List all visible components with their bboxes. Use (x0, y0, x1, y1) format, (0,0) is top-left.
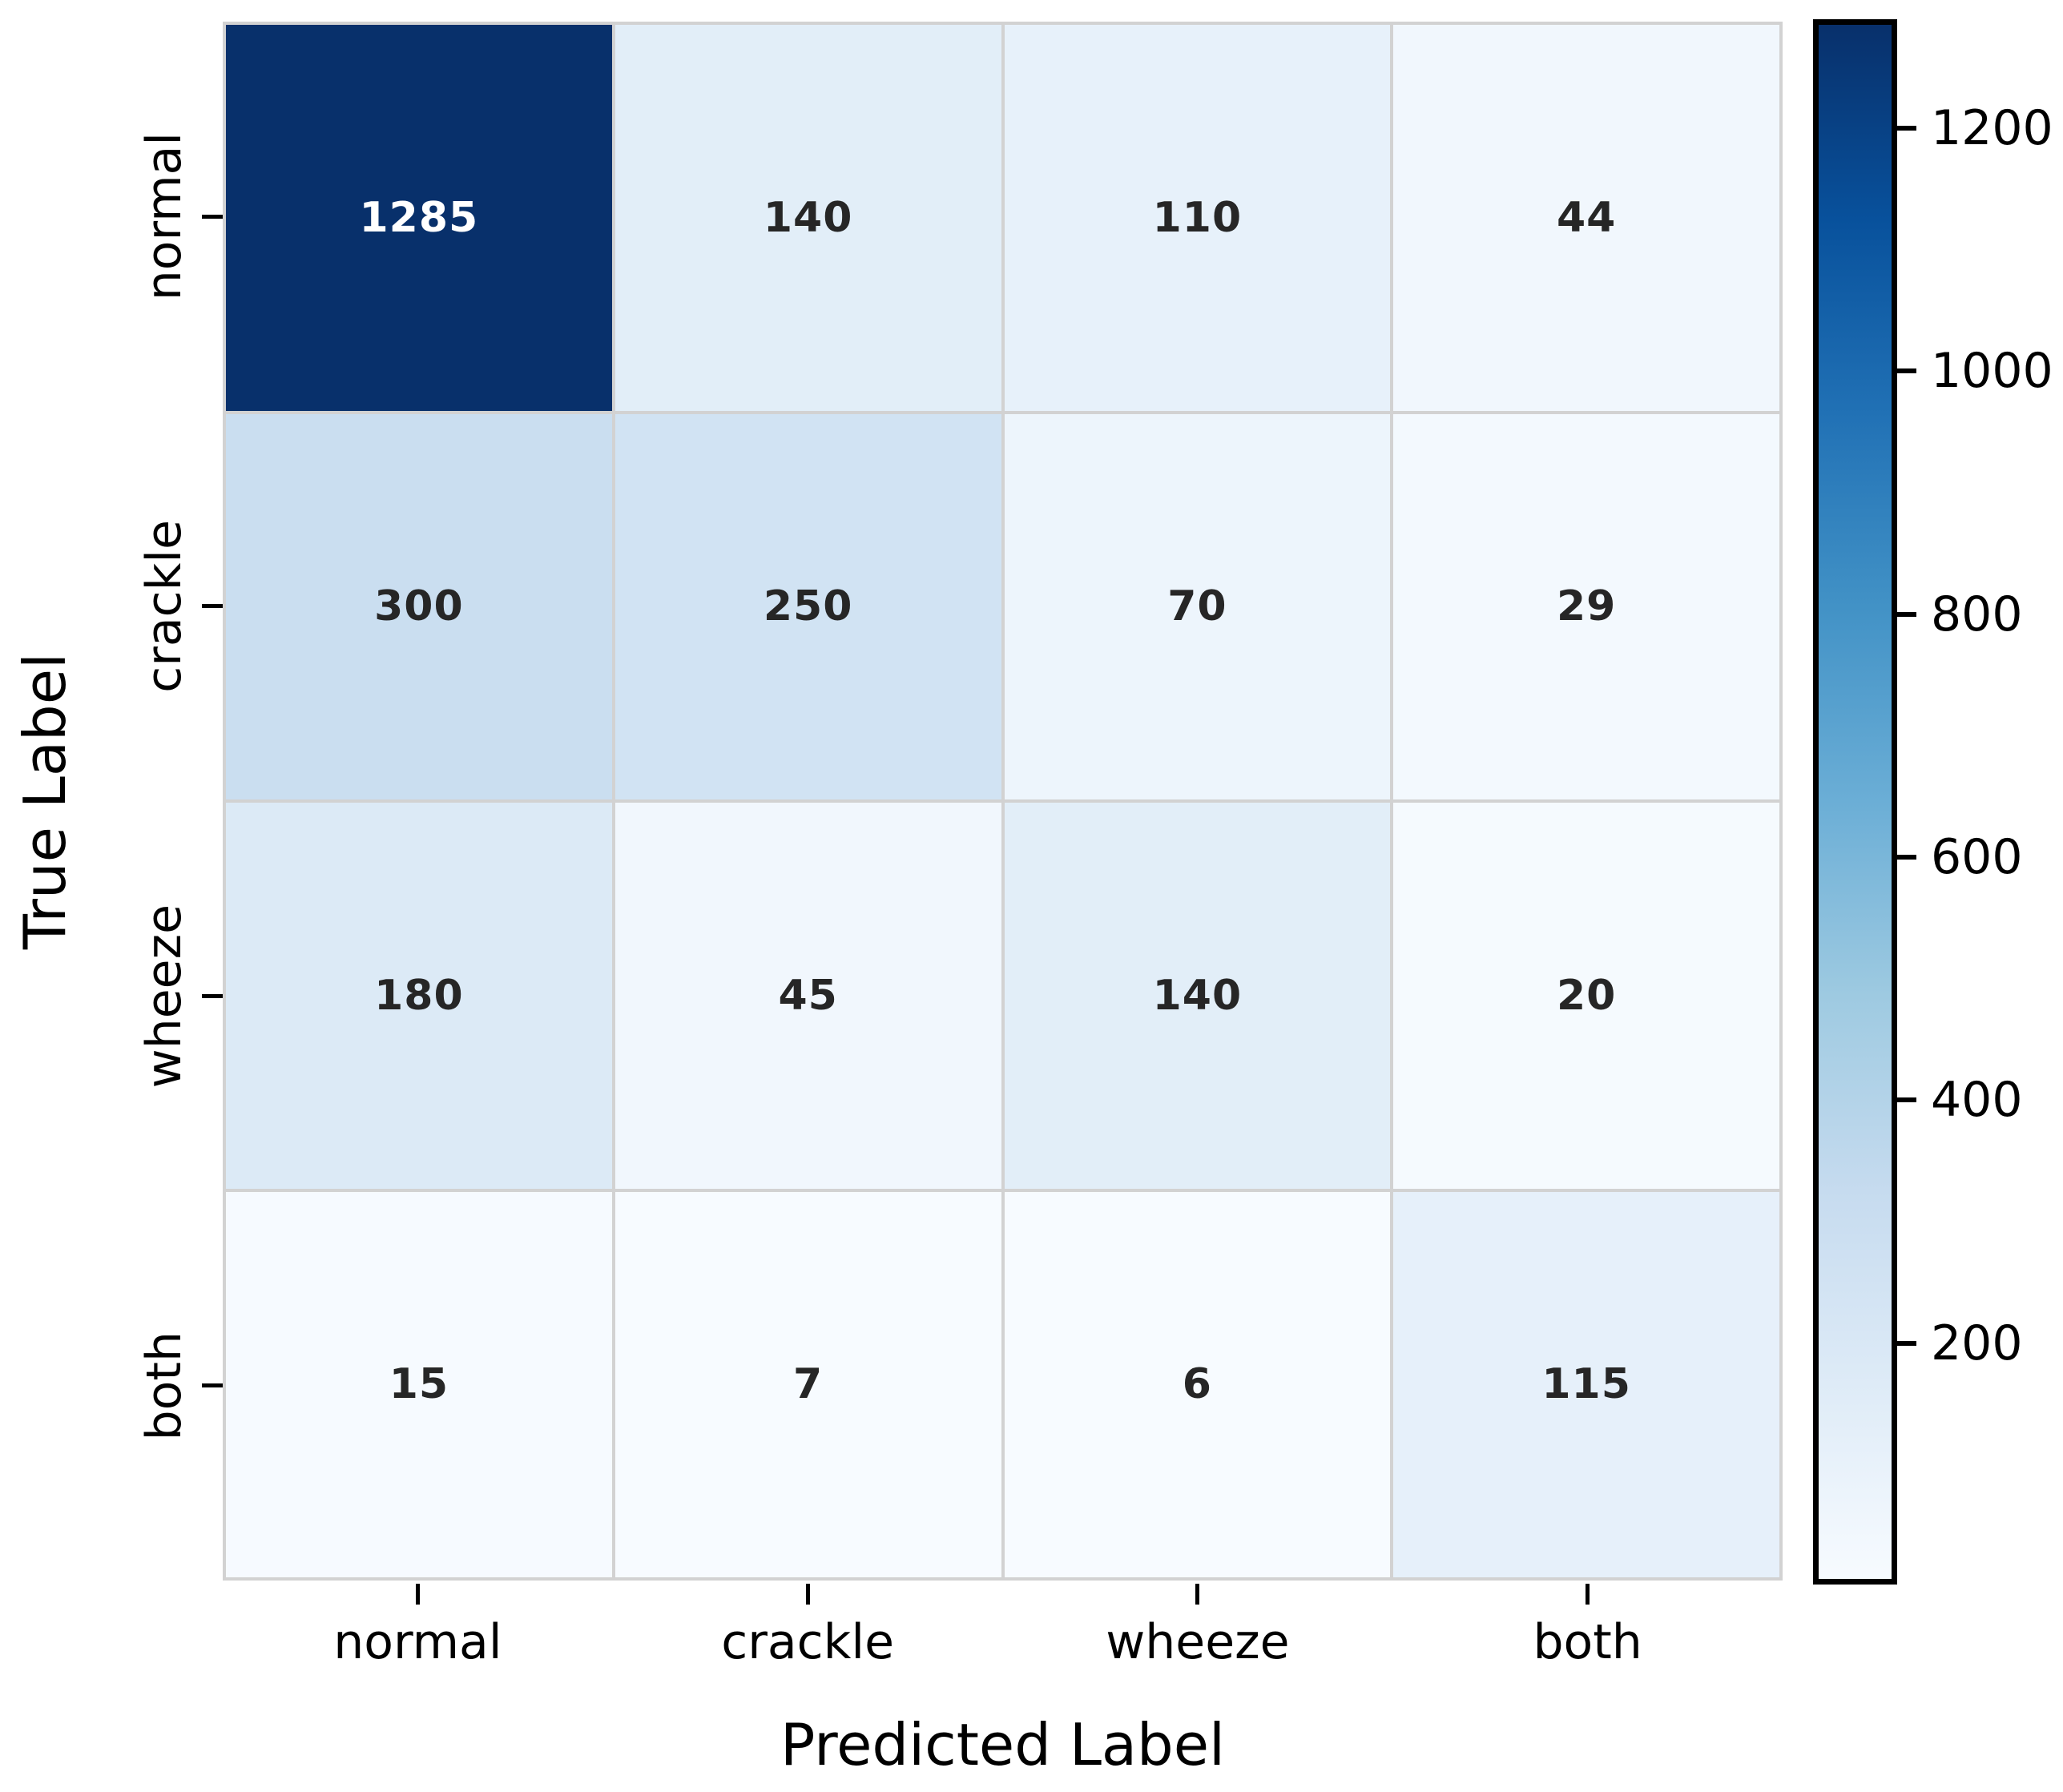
cell-value: 44 (1556, 193, 1617, 242)
heatmap-cell-crackle-both: 29 (1393, 413, 1779, 799)
cell-value: 140 (1152, 971, 1243, 1020)
x-axis-title-wrap: Predicted Label (223, 1711, 1783, 1778)
y-tick-normal: normal (0, 22, 223, 412)
heatmap-cell-normal-wheeze: 110 (1004, 25, 1391, 411)
heatmap-cell-crackle-wheeze: 70 (1004, 413, 1391, 799)
heatmap-cell-normal-crackle: 140 (614, 25, 1001, 411)
heatmap-cell-both-normal: 15 (226, 1191, 612, 1577)
y-tick-both: both (0, 1191, 223, 1581)
heatmap-grid: 1285 140 110 44 300 250 70 29 180 45 140 20 15 7 6 115 (223, 22, 1783, 1581)
colorbar-tick-label: 600 (1931, 829, 2023, 885)
colorbar-tick-label: 1200 (1931, 99, 2053, 156)
cell-value: 15 (389, 1360, 449, 1409)
y-tick-label: crackle (136, 519, 192, 693)
y-tick-label: wheeze (136, 904, 192, 1088)
x-tick-mark (805, 1584, 810, 1605)
y-tick-mark (202, 214, 223, 219)
heatmap-cell-both-both: 115 (1393, 1191, 1779, 1577)
colorbar-tick-label: 800 (1931, 586, 2023, 642)
cell-value: 20 (1556, 971, 1617, 1020)
colorbar-tick-mark (1897, 611, 1916, 617)
cell-value: 250 (763, 582, 853, 631)
heatmap-cell-normal-normal: 1285 (226, 25, 612, 411)
cell-value: 115 (1541, 1360, 1631, 1409)
colorbar-tick-mark (1897, 1097, 1916, 1103)
x-tick-mark (1195, 1584, 1200, 1605)
y-tick-crackle: crackle (0, 412, 223, 802)
x-tick-both: both (1392, 1584, 1783, 1669)
heatmap-cell-both-wheeze: 6 (1004, 1191, 1391, 1577)
heatmap-cell-crackle-normal: 300 (226, 413, 612, 799)
colorbar (1813, 19, 1897, 1585)
colorbar-tick-label: 400 (1931, 1072, 2023, 1129)
x-tick-label: crackle (721, 1614, 894, 1670)
cell-value: 70 (1167, 582, 1227, 631)
x-tick-crackle: crackle (613, 1584, 1003, 1669)
x-tick-mark (415, 1584, 420, 1605)
x-tick-label: normal (333, 1614, 502, 1670)
x-tick-mark (1586, 1584, 1590, 1605)
y-tick-mark (202, 604, 223, 609)
y-tick-label: normal (136, 132, 192, 301)
x-axis-title: Predicted Label (780, 1711, 1226, 1778)
x-axis-ticks: normal crackle wheeze both (223, 1584, 1783, 1669)
heatmap-cell-wheeze-both: 20 (1393, 803, 1779, 1189)
cell-value: 180 (374, 971, 464, 1020)
cell-value: 140 (763, 193, 853, 242)
cell-value: 1285 (359, 193, 479, 242)
heatmap-cell-normal-both: 44 (1393, 25, 1779, 411)
y-axis-ticks: normal crackle wheeze both (0, 22, 223, 1581)
x-tick-normal: normal (223, 1584, 613, 1669)
cell-value: 29 (1556, 582, 1617, 631)
heatmap-cell-crackle-crackle: 250 (614, 413, 1001, 799)
colorbar-tick-mark (1897, 1340, 1916, 1346)
heatmap-cell-wheeze-normal: 180 (226, 803, 612, 1189)
heatmap-cell-wheeze-crackle: 45 (614, 803, 1001, 1189)
cell-value: 300 (374, 582, 464, 631)
heatmap-cell-wheeze-wheeze: 140 (1004, 803, 1391, 1189)
colorbar-tick-mark (1897, 855, 1916, 860)
x-tick-label: both (1533, 1614, 1642, 1670)
y-tick-label: both (136, 1331, 192, 1440)
heatmap-cell-both-crackle: 7 (614, 1191, 1001, 1577)
colorbar-tick-mark (1897, 125, 1916, 131)
cell-value: 110 (1152, 193, 1243, 242)
y-tick-mark (202, 1383, 223, 1388)
colorbar-tick-mark (1897, 368, 1916, 374)
cell-value: 45 (778, 971, 838, 1020)
y-tick-mark (202, 993, 223, 998)
colorbar-tick-label: 1000 (1931, 343, 2053, 400)
cell-value: 7 (793, 1360, 824, 1409)
colorbar-gradient (1819, 25, 1892, 1579)
colorbar-tick-label: 200 (1931, 1315, 2023, 1371)
x-tick-label: wheeze (1106, 1614, 1290, 1670)
cell-value: 6 (1182, 1360, 1212, 1409)
y-tick-wheeze: wheeze (0, 801, 223, 1191)
x-tick-wheeze: wheeze (1003, 1584, 1393, 1669)
